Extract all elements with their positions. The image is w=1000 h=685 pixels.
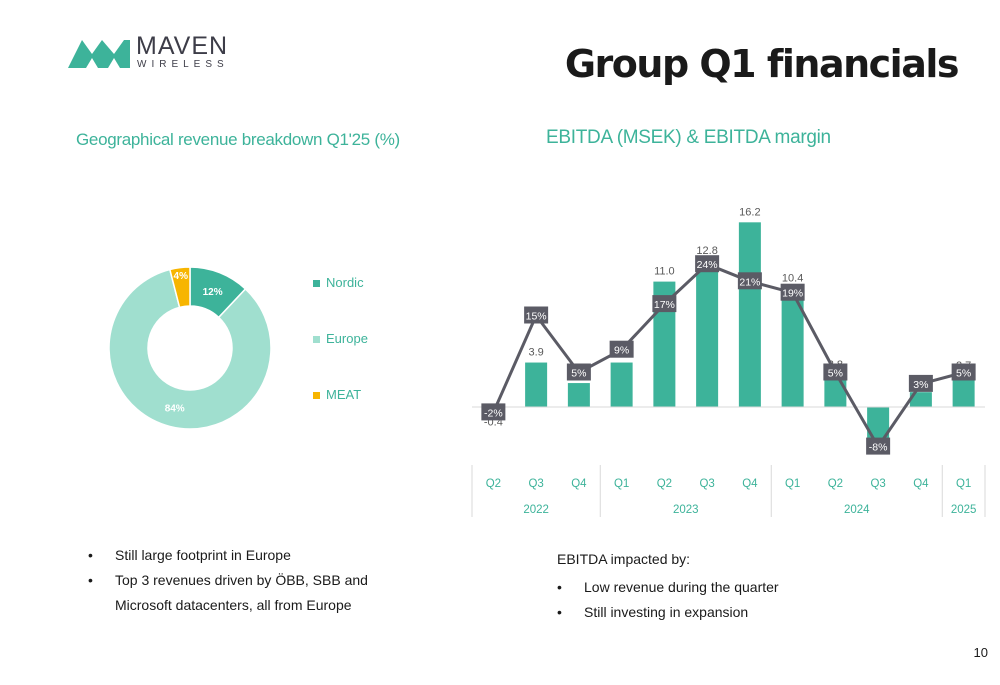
x-tick-label: Q3 [870, 478, 885, 490]
margin-label-box [908, 374, 933, 392]
margin-label-box [866, 437, 891, 455]
ebitda-bar [610, 362, 633, 407]
margin-value-label: -2% [484, 407, 503, 419]
donut-value-label: 4% [174, 271, 189, 282]
logo-mark [68, 40, 130, 68]
margin-value-label: 5% [828, 368, 843, 380]
donut-chart-title: Geographical revenue breakdown Q1'25 (%) [76, 130, 400, 149]
page-title: Group Q1 financials [564, 42, 960, 86]
margin-value-label: 17% [654, 299, 675, 311]
legend-item-europe: Europe [313, 331, 368, 387]
margin-value-label: 24% [697, 259, 718, 271]
ebitda-bar [653, 281, 676, 407]
brand-tagline: WIRELESS [137, 59, 229, 70]
bar-value-label: 11.0 [654, 266, 675, 278]
margin-label-box [609, 340, 634, 358]
year-group-label: 2025 [951, 504, 977, 516]
x-tick-label: Q4 [571, 478, 587, 490]
x-tick-label: Q3 [528, 478, 543, 490]
brand-name: MAVEN [136, 32, 228, 60]
legend-item-nordic: Nordic [313, 275, 368, 331]
margin-value-label: 19% [782, 288, 803, 300]
legend-swatch [313, 392, 320, 399]
margin-value-label: -8% [869, 442, 888, 454]
donut-value-label: 12% [203, 287, 223, 298]
donut-value-label: 84% [165, 404, 185, 415]
legend-item-meat: MEAT [313, 387, 368, 443]
margin-label-box [524, 306, 549, 324]
margin-value-label: 21% [739, 276, 760, 288]
x-tick-label: Q4 [913, 478, 929, 490]
year-group-label: 2024 [844, 504, 870, 516]
bar-value-label: 3.9 [528, 347, 543, 359]
margin-label-box [951, 363, 976, 381]
x-tick-label: Q2 [486, 478, 501, 490]
legend-swatch [313, 280, 320, 287]
ebitda-bar [867, 407, 890, 439]
margin-value-label: 15% [526, 311, 547, 323]
x-tick-label: Q1 [614, 478, 629, 490]
ebitda-chart-title: EBITDA (MSEK) & EBITDA margin [546, 127, 831, 148]
x-tick-label: Q4 [742, 478, 758, 490]
year-group-label: 2023 [673, 504, 699, 516]
revenue-donut-chart: 12% 84% 4% [108, 266, 272, 430]
ebitda-bullet-list: Low revenue during the quarter Still inv… [557, 575, 857, 625]
ebitda-bar [738, 222, 761, 407]
ebitda-bar [909, 392, 932, 407]
margin-value-label: 5% [956, 368, 971, 380]
ebitda-combo-chart: -0.43.92.13.911.012.816.210.42.8-2.81.32… [471, 206, 986, 517]
x-tick-label: Q1 [956, 478, 971, 490]
margin-label-box [481, 403, 506, 421]
bullet-item: Low revenue during the quarter [557, 575, 857, 600]
x-tick-label: Q3 [699, 478, 714, 490]
bullet-item: Top 3 revenues driven by ÖBB, SBB and Mi… [88, 568, 388, 618]
bar-value-label: 16.2 [739, 206, 760, 218]
donut-slice-meat [168, 266, 191, 309]
bullet-item: Still investing in expansion [557, 600, 857, 625]
margin-value-label: 5% [571, 368, 586, 380]
margin-value-label: 9% [614, 345, 629, 357]
legend-label: MEAT [326, 387, 362, 402]
x-tick-label: Q2 [657, 478, 672, 490]
ebitda-bar [781, 288, 804, 407]
margin-label-box [695, 255, 720, 273]
margin-label-box [652, 295, 677, 313]
legend-label: Nordic [326, 275, 364, 290]
ebitda-bar [696, 261, 719, 407]
bullet-item: Still large footprint in Europe [88, 543, 388, 568]
revenue-bullet-list: Still large footprint in Europe Top 3 re… [88, 543, 388, 618]
bar-value-label: 10.4 [782, 272, 803, 284]
margin-value-label: 3% [913, 379, 928, 391]
donut-legend: Nordic Europe MEAT [313, 275, 368, 443]
ebitda-intro: EBITDA impacted by: [557, 551, 691, 567]
legend-label: Europe [326, 331, 368, 346]
bar-value-label: 12.8 [696, 245, 717, 257]
ebitda-bar [567, 383, 590, 407]
margin-label-box [737, 272, 762, 290]
ebitda-bar [952, 376, 975, 407]
margin-label-box [823, 363, 848, 381]
legend-swatch [313, 336, 320, 343]
x-tick-label: Q2 [828, 478, 843, 490]
page-number: 10 [973, 645, 988, 660]
margin-label-box [780, 283, 805, 301]
x-tick-label: Q1 [785, 478, 800, 490]
year-group-label: 2022 [523, 504, 549, 516]
ebitda-margin-line [492, 262, 965, 449]
ebitda-bar [525, 362, 548, 407]
margin-label-box [566, 363, 591, 381]
donut-slice-europe [108, 268, 272, 430]
maven-wireless-logo: MAVEN WIRELESS [68, 32, 229, 70]
